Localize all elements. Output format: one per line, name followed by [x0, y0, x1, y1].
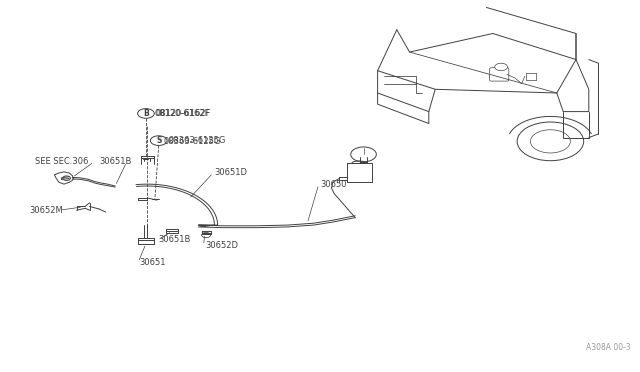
- Circle shape: [517, 122, 584, 161]
- Circle shape: [531, 130, 570, 153]
- Circle shape: [202, 232, 211, 238]
- Circle shape: [351, 147, 376, 162]
- Text: S: S: [156, 136, 161, 145]
- Text: 30652D: 30652D: [205, 241, 238, 250]
- FancyBboxPatch shape: [490, 68, 509, 81]
- Circle shape: [150, 136, 167, 145]
- Text: 30651B: 30651B: [159, 235, 191, 244]
- Text: 30651: 30651: [140, 258, 166, 267]
- Text: 30650: 30650: [320, 180, 346, 189]
- Text: 30652M: 30652M: [29, 206, 63, 215]
- Text: 30651D: 30651D: [214, 169, 248, 177]
- Text: 08120-6162F: 08120-6162F: [156, 109, 211, 118]
- Text: 08363-6125G: 08363-6125G: [163, 137, 221, 146]
- Text: A308A 00-3: A308A 00-3: [586, 343, 630, 352]
- Text: 08363-6125G: 08363-6125G: [168, 136, 226, 145]
- Text: SEE SEC.306: SEE SEC.306: [35, 157, 88, 166]
- Circle shape: [138, 109, 154, 118]
- Text: 30651B: 30651B: [99, 157, 132, 166]
- Circle shape: [495, 63, 508, 71]
- Text: B: B: [143, 109, 148, 118]
- Circle shape: [63, 176, 70, 180]
- Text: 08120-6162F: 08120-6162F: [155, 109, 211, 118]
